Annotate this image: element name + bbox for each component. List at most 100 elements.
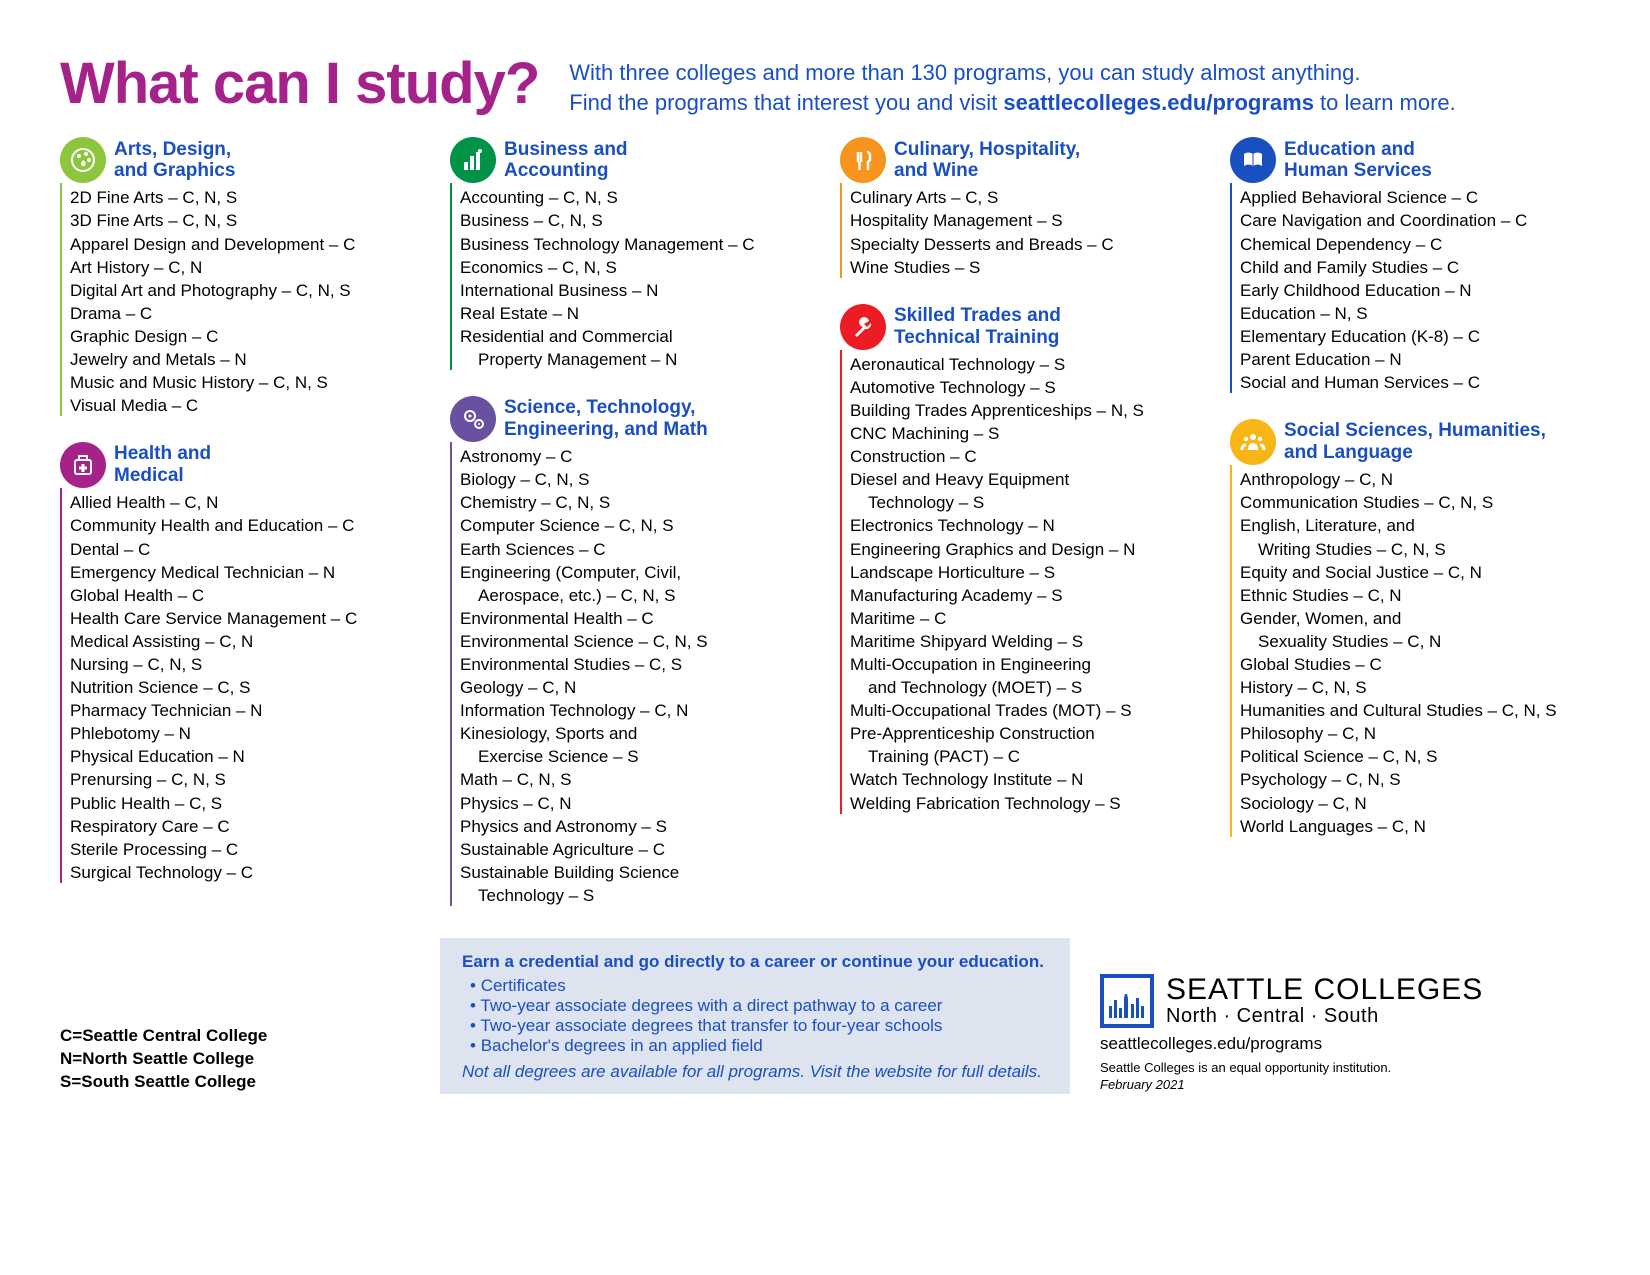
legend-line: C=Seattle Central College xyxy=(60,1025,410,1048)
program-item: Sociology – C, N xyxy=(1240,793,1590,815)
program-item: Dental – C xyxy=(70,539,420,561)
program-item: Applied Behavioral Science – C xyxy=(1240,187,1590,209)
program-item: Sterile Processing – C xyxy=(70,839,420,861)
program-item: Engineering Graphics and Design – N xyxy=(850,539,1200,561)
program-item: Graphic Design – C xyxy=(70,326,420,348)
program-item: Automotive Technology – S xyxy=(850,377,1200,399)
program-item: Landscape Horticulture – S xyxy=(850,562,1200,584)
credential-box: Earn a credential and go directly to a c… xyxy=(440,938,1070,1094)
program-item: Hospitality Management – S xyxy=(850,210,1200,232)
program-item: Respiratory Care – C xyxy=(70,816,420,838)
program-item: Multi-Occupation in Engineering xyxy=(850,654,1200,676)
program-item: Community Health and Education – C xyxy=(70,515,420,537)
intro-line2a: Find the programs that interest you and … xyxy=(569,90,1003,115)
legend-line: S=South Seattle College xyxy=(60,1071,410,1094)
wrench-icon xyxy=(840,304,886,350)
program-item: Emergency Medical Technician – N xyxy=(70,562,420,584)
program-item: Anthropology – C, N xyxy=(1240,469,1590,491)
program-item: Pharmacy Technician – N xyxy=(70,700,420,722)
people-icon xyxy=(1230,419,1276,465)
program-item: Watch Technology Institute – N xyxy=(850,769,1200,791)
program-item: Business – C, N, S xyxy=(460,210,810,232)
chart-icon xyxy=(450,137,496,183)
program-item: Maritime Shipyard Welding – S xyxy=(850,631,1200,653)
category-title: Science, Technology,Engineering, and Mat… xyxy=(504,397,708,441)
intro-line1: With three colleges and more than 130 pr… xyxy=(569,60,1360,85)
program-item: and Technology (MOET) – S xyxy=(850,677,1200,699)
program-list: Allied Health – C, NCommunity Health and… xyxy=(70,492,420,884)
program-item: Digital Art and Photography – C, N, S xyxy=(70,280,420,302)
intro-line2c: to learn more. xyxy=(1314,90,1456,115)
program-item: Astronomy – C xyxy=(460,446,810,468)
credential-bullet: Two-year associate degrees that transfer… xyxy=(462,1016,1048,1036)
program-item: CNC Machining – S xyxy=(850,423,1200,445)
program-item: Physics and Astronomy – S xyxy=(460,816,810,838)
brand-date: February 2021 xyxy=(1100,1077,1185,1092)
program-item: Pre-Apprenticeship Construction xyxy=(850,723,1200,745)
intro-url: seattlecolleges.edu/programs xyxy=(1003,90,1314,115)
program-item: Early Childhood Education – N xyxy=(1240,280,1590,302)
category: Social Sciences, Humanities,and Language… xyxy=(1230,419,1590,839)
program-item: Training (PACT) – C xyxy=(850,746,1200,768)
program-item: Music and Music History – C, N, S xyxy=(70,372,420,394)
program-list: Accounting – C, N, SBusiness – C, N, SBu… xyxy=(460,187,810,371)
program-list: Anthropology – C, NCommunication Studies… xyxy=(1240,469,1590,838)
program-item: Psychology – C, N, S xyxy=(1240,769,1590,791)
program-item: Jewelry and Metals – N xyxy=(70,349,420,371)
program-item: Economics – C, N, S xyxy=(460,257,810,279)
program-item: Geology – C, N xyxy=(460,677,810,699)
program-item: Political Science – C, N, S xyxy=(1240,746,1590,768)
program-list: Culinary Arts – C, SHospitality Manageme… xyxy=(850,187,1200,278)
program-item: Residential and Commercial xyxy=(460,326,810,348)
program-item: International Business – N xyxy=(460,280,810,302)
program-item: English, Literature, and xyxy=(1240,515,1590,537)
credential-bullet: Bachelor's degrees in an applied field xyxy=(462,1036,1048,1056)
program-item: Electronics Technology – N xyxy=(850,515,1200,537)
program-item: Medical Assisting – C, N xyxy=(70,631,420,653)
program-item: Chemistry – C, N, S xyxy=(460,492,810,514)
legend: C=Seattle Central CollegeN=North Seattle… xyxy=(60,1025,410,1094)
brand-url: seattlecolleges.edu/programs xyxy=(1100,1034,1590,1054)
program-item: Physical Education – N xyxy=(70,746,420,768)
program-item: Philosophy – C, N xyxy=(1240,723,1590,745)
program-item: Environmental Health – C xyxy=(460,608,810,630)
program-item: Writing Studies – C, N, S xyxy=(1240,539,1590,561)
program-item: Accounting – C, N, S xyxy=(460,187,810,209)
program-item: Aerospace, etc.) – C, N, S xyxy=(460,585,810,607)
category: Health andMedical Allied Health – C, NCom… xyxy=(60,442,420,885)
program-item: Technology – S xyxy=(850,492,1200,514)
program-item: Communication Studies – C, N, S xyxy=(1240,492,1590,514)
program-item: Computer Science – C, N, S xyxy=(460,515,810,537)
program-item: Property Management – N xyxy=(460,349,810,371)
program-item: Gender, Women, and xyxy=(1240,608,1590,630)
program-item: Manufacturing Academy – S xyxy=(850,585,1200,607)
program-item: Child and Family Studies – C xyxy=(1240,257,1590,279)
brand-sub: North · Central · South xyxy=(1166,1005,1483,1028)
brand-block: SEATTLE COLLEGES North · Central · South… xyxy=(1100,974,1590,1094)
brand-name: SEATTLE COLLEGES xyxy=(1166,975,1483,1005)
culinary-icon xyxy=(840,137,886,183)
program-item: Surgical Technology – C xyxy=(70,862,420,884)
program-item: Wine Studies – S xyxy=(850,257,1200,279)
program-item: Prenursing – C, N, S xyxy=(70,769,420,791)
category: Business andAccountingAccounting – C, N,… xyxy=(450,137,810,372)
program-item: Sustainable Agriculture – C xyxy=(460,839,810,861)
program-item: Apparel Design and Development – C xyxy=(70,234,420,256)
program-list: 2D Fine Arts – C, N, S3D Fine Arts – C, … xyxy=(70,187,420,417)
program-item: Culinary Arts – C, S xyxy=(850,187,1200,209)
program-item: World Languages – C, N xyxy=(1240,816,1590,838)
program-item: Real Estate – N xyxy=(460,303,810,325)
category: Arts, Design,and Graphics2D Fine Arts – … xyxy=(60,137,420,418)
category-title: Health andMedical xyxy=(114,443,211,487)
program-item: Earth Sciences – C xyxy=(460,539,810,561)
program-item: Social and Human Services – C xyxy=(1240,372,1590,394)
program-item: Construction – C xyxy=(850,446,1200,468)
program-item: Ethnic Studies – C, N xyxy=(1240,585,1590,607)
program-item: Humanities and Cultural Studies – C, N, … xyxy=(1240,700,1590,722)
program-item: Global Health – C xyxy=(70,585,420,607)
category-title: Skilled Trades andTechnical Training xyxy=(894,305,1061,349)
program-item: Parent Education – N xyxy=(1240,349,1590,371)
program-item: Business Technology Management – C xyxy=(460,234,810,256)
category: Skilled Trades andTechnical TrainingAero… xyxy=(840,304,1200,816)
program-item: Art History – C, N xyxy=(70,257,420,279)
